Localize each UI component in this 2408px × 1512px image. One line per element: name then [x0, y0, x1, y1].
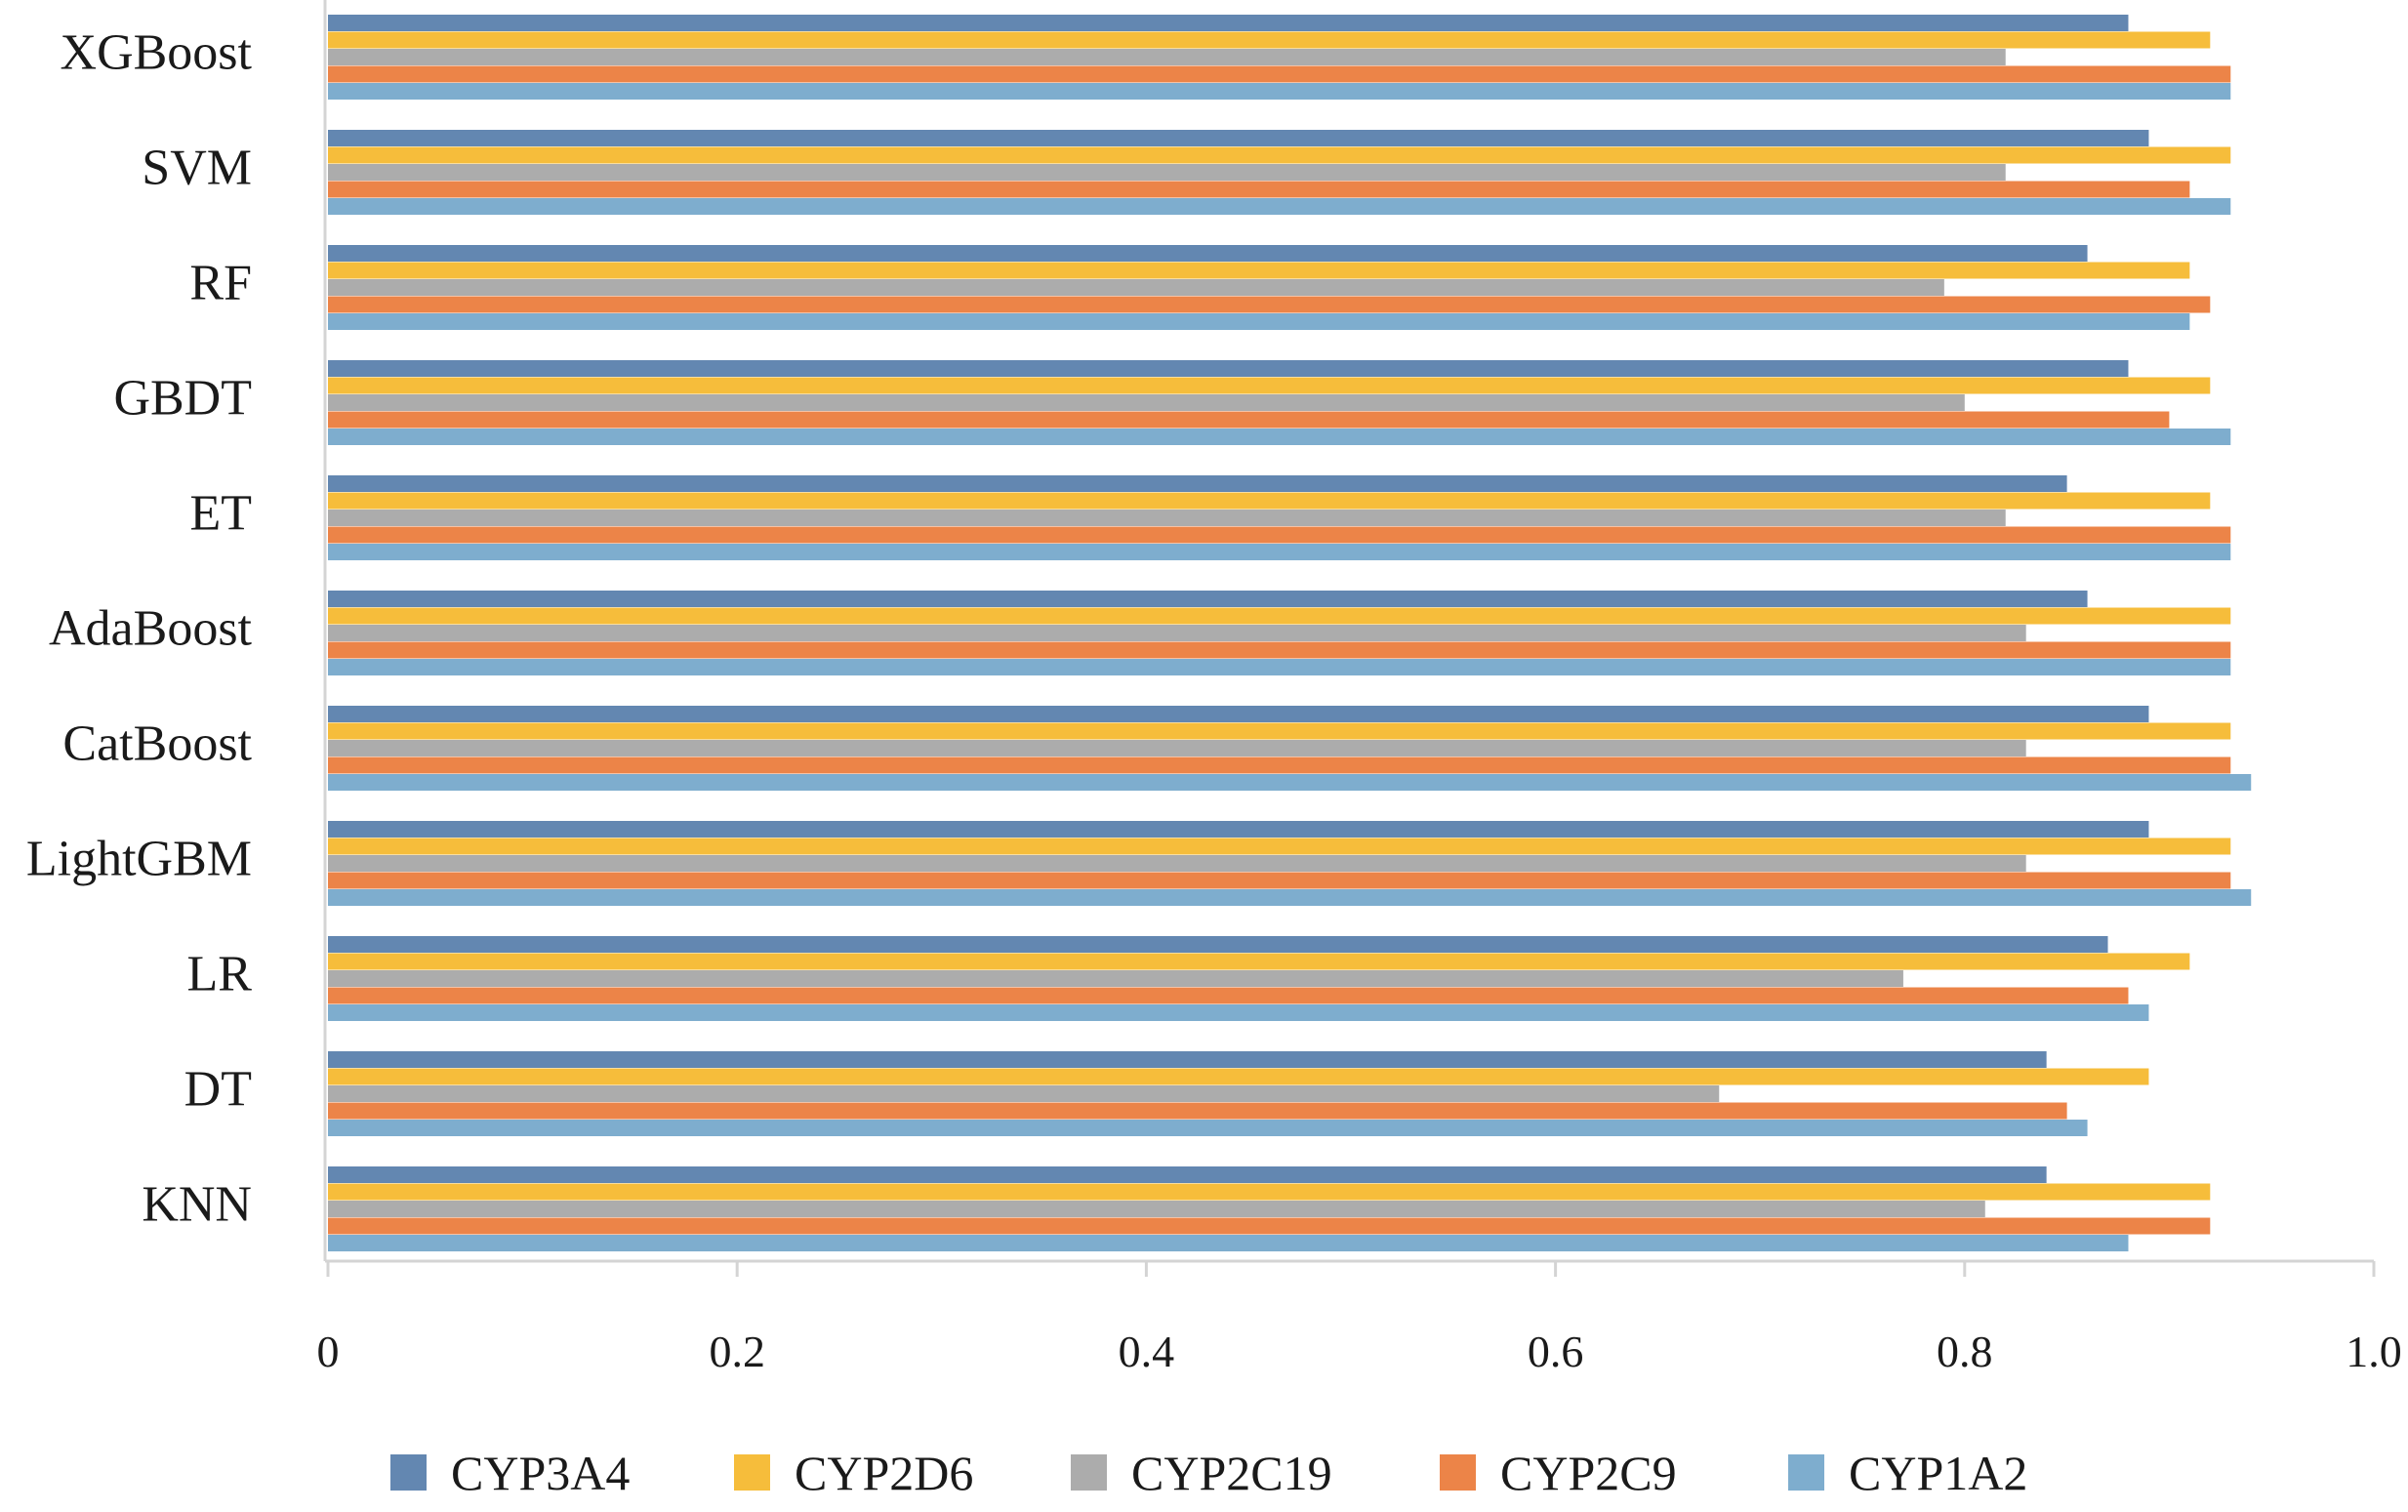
bar-gbdt-cyp2d6 [328, 377, 2211, 394]
bar-dt-cyp2c9 [328, 1102, 2067, 1120]
bar-gbdt-cyp2c19 [328, 394, 1965, 411]
bar-et-cyp2c9 [328, 526, 2231, 544]
bar-et-cyp3a4 [328, 475, 2067, 492]
category-label-adaboost: AdaBoost [49, 601, 253, 657]
bar-lightgbm-cyp3a4 [328, 821, 2149, 838]
bar-catboost-cyp2d6 [328, 722, 2231, 740]
category-label-knn: KNN [142, 1177, 252, 1233]
bar-et-cyp2d6 [328, 492, 2211, 510]
legend-swatch-cyp2d6 [734, 1454, 770, 1491]
bar-xgboost-cyp1a2 [328, 83, 2231, 100]
legend-swatch-cyp1a2 [1788, 1454, 1824, 1491]
x-tick-label: 0.6 [1528, 1327, 1584, 1376]
bar-knn-cyp3a4 [328, 1166, 2047, 1183]
bar-knn-cyp1a2 [328, 1235, 2129, 1251]
bar-rf-cyp1a2 [328, 313, 2190, 330]
category-label-catboost: CatBoost [62, 716, 252, 772]
category-label-xgboost: XGBoost [61, 25, 253, 81]
bar-dt-cyp1a2 [328, 1120, 2088, 1136]
bar-catboost-cyp1a2 [328, 774, 2252, 791]
bar-adaboost-cyp2c9 [328, 641, 2231, 659]
legend-swatch-cyp3a4 [390, 1454, 427, 1491]
bar-rf-cyp2d6 [328, 262, 2190, 279]
bar-knn-cyp2c9 [328, 1217, 2211, 1235]
bar-lr-cyp3a4 [328, 936, 2108, 953]
bar-dt-cyp2c19 [328, 1085, 1720, 1102]
bar-catboost-cyp2c19 [328, 740, 2026, 756]
category-label-gbdt: GBDT [113, 371, 252, 427]
x-tick-label: 0.2 [709, 1327, 765, 1376]
category-label-lightgbm: LightGBM [26, 832, 252, 887]
bars-layer [328, 15, 2252, 1251]
legend-label-cyp2c9: CYP2C9 [1500, 1446, 1677, 1500]
bar-lr-cyp2c19 [328, 970, 1903, 987]
bar-knn-cyp2d6 [328, 1183, 2211, 1201]
bar-rf-cyp3a4 [328, 245, 2088, 262]
legend-swatch-cyp2c9 [1440, 1454, 1476, 1491]
bar-svm-cyp2d6 [328, 146, 2231, 164]
category-label-dt: DT [184, 1062, 252, 1118]
bar-adaboost-cyp2c19 [328, 625, 2026, 641]
category-label-rf: RF [189, 256, 252, 311]
bar-adaboost-cyp2d6 [328, 607, 2231, 625]
category-label-lr: LR [187, 947, 253, 1002]
bar-lightgbm-cyp2c9 [328, 872, 2231, 889]
bar-xgboost-cyp2d6 [328, 31, 2211, 49]
bar-et-cyp2c19 [328, 510, 2006, 526]
bar-rf-cyp2c19 [328, 279, 1944, 296]
bar-svm-cyp2c9 [328, 181, 2190, 198]
bar-catboost-cyp2c9 [328, 756, 2231, 774]
bar-lr-cyp2d6 [328, 953, 2190, 970]
bar-knn-cyp2c19 [328, 1201, 1985, 1217]
bar-lightgbm-cyp1a2 [328, 889, 2252, 906]
bar-gbdt-cyp2c9 [328, 411, 2170, 429]
bar-lightgbm-cyp2d6 [328, 838, 2231, 855]
bar-dt-cyp3a4 [328, 1051, 2047, 1068]
bar-svm-cyp1a2 [328, 198, 2231, 215]
x-tick-label: 0 [317, 1327, 340, 1376]
category-label-et: ET [189, 486, 252, 542]
legend: CYP3A4 CYP2D6 CYP2C19 CYP2C9 CYP1A2 [390, 1446, 2027, 1500]
x-tick-label: 1.0 [2346, 1327, 2402, 1376]
legend-label-cyp2c19: CYP2C19 [1131, 1446, 1332, 1500]
legend-label-cyp2d6: CYP2D6 [795, 1446, 973, 1500]
bar-lr-cyp2c9 [328, 987, 2129, 1004]
bar-xgboost-cyp2c19 [328, 49, 2006, 65]
bar-gbdt-cyp3a4 [328, 360, 2129, 377]
labels-layer: XGBoost SVM RF GBDT ET AdaBoost CatBoost LightG… [26, 25, 2402, 1376]
bar-lightgbm-cyp2c19 [328, 855, 2026, 872]
bar-xgboost-cyp3a4 [328, 15, 2129, 31]
bar-gbdt-cyp1a2 [328, 429, 2231, 445]
x-tick-label: 0.8 [1937, 1327, 1993, 1376]
bar-adaboost-cyp3a4 [328, 591, 2088, 607]
bar-adaboost-cyp1a2 [328, 659, 2231, 675]
x-tick-label: 0.4 [1119, 1327, 1175, 1376]
category-label-svm: SVM [142, 141, 252, 196]
bar-svm-cyp2c19 [328, 164, 2006, 181]
bar-catboost-cyp3a4 [328, 706, 2149, 722]
legend-label-cyp1a2: CYP1A2 [1849, 1446, 2027, 1500]
bar-et-cyp1a2 [328, 544, 2231, 560]
legend-label-cyp3a4: CYP3A4 [451, 1446, 630, 1500]
bar-rf-cyp2c9 [328, 296, 2211, 313]
bar-dt-cyp2d6 [328, 1068, 2149, 1085]
bar-svm-cyp3a4 [328, 130, 2149, 146]
axes-layer [323, 0, 2376, 1277]
legend-swatch-cyp2c19 [1071, 1454, 1107, 1491]
bar-xgboost-cyp2c9 [328, 65, 2231, 83]
bar-lr-cyp1a2 [328, 1004, 2149, 1021]
